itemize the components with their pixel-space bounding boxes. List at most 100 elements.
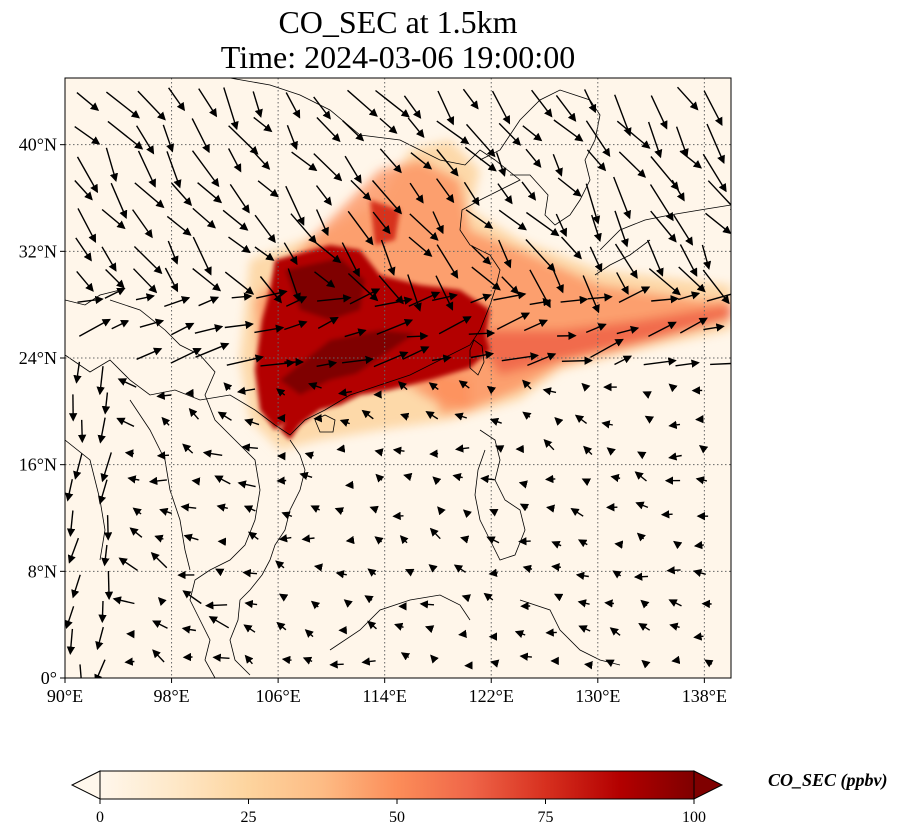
wind-arrow — [436, 178, 455, 204]
wind-arrow — [94, 659, 106, 678]
wind-arrow — [706, 123, 725, 164]
wind-arrow — [76, 92, 100, 111]
colorbar-gradient — [100, 771, 694, 799]
wind-arrow — [614, 94, 632, 137]
wind-arrow — [407, 117, 425, 138]
wind-arrow — [124, 657, 135, 666]
colorbar: 0 25 50 75 100 — [70, 770, 724, 826]
wind-arrow — [229, 184, 250, 214]
wind-arrow — [454, 412, 468, 421]
wind-arrow — [347, 210, 374, 246]
wind-arrow — [254, 214, 276, 244]
wind-arrow — [402, 346, 430, 360]
wind-arrow — [304, 629, 314, 638]
wind-arrow — [222, 209, 249, 231]
wind-arrow — [436, 244, 459, 279]
colorbar-extend-max — [693, 770, 724, 800]
lon-tick-label: 138°E — [682, 686, 727, 706]
wind-arrow — [154, 534, 164, 543]
wind-arrow — [100, 452, 112, 483]
wind-arrow — [117, 378, 137, 388]
wind-arrow — [127, 475, 140, 484]
wind-arrow — [464, 146, 497, 172]
wind-arrow — [202, 449, 223, 458]
lat-tick-label: 24°N — [19, 348, 57, 368]
wind-arrow — [542, 387, 557, 396]
wind-arrow — [212, 653, 230, 662]
wind-arrow — [409, 182, 424, 204]
wind-arrow — [198, 296, 220, 307]
wind-arrow — [317, 294, 352, 303]
wind-arrow — [693, 540, 704, 550]
wind-arrow — [707, 180, 731, 214]
wind-arrow — [581, 382, 591, 392]
wind-arrow — [640, 599, 650, 609]
wind-arrow — [406, 332, 429, 341]
wind-arrow — [666, 566, 681, 575]
lon-tick-label: 114°E — [362, 686, 407, 706]
wind-arrow — [495, 152, 507, 177]
wind-arrow — [287, 268, 301, 302]
wind-arrow — [633, 572, 649, 581]
wind-arrow — [553, 593, 564, 602]
wind-arrow — [679, 244, 698, 277]
colorbar-tick-label: 50 — [389, 809, 405, 826]
wind-arrow — [522, 379, 532, 390]
wind-arrow — [531, 89, 553, 118]
wind-arrow — [97, 417, 106, 444]
wind-arrow — [71, 574, 81, 599]
wind-arrow — [256, 288, 288, 299]
wind-arrow — [461, 594, 471, 603]
wind-arrow — [583, 445, 593, 455]
wind-arrow — [77, 208, 97, 243]
wind-arrow — [575, 571, 589, 580]
wind-arrow — [310, 600, 321, 610]
wind-arrow — [638, 622, 651, 631]
lon-tick-label: 98°E — [153, 686, 189, 706]
wind-arrow — [392, 446, 405, 455]
wind-arrow — [367, 620, 377, 630]
wind-arrow — [215, 568, 225, 577]
wind-arrow — [585, 183, 601, 225]
wind-arrow — [156, 451, 170, 460]
wind-arrow — [429, 527, 441, 540]
wind-arrow — [338, 388, 352, 397]
wind-arrow — [438, 316, 472, 335]
wind-arrow — [361, 409, 374, 420]
wind-arrow — [98, 479, 108, 505]
wind-arrow — [452, 473, 463, 482]
lon-tick-label: 122°E — [469, 686, 514, 706]
wind-arrow — [491, 90, 511, 125]
wind-arrow — [191, 477, 201, 486]
wind-arrow — [316, 117, 341, 143]
wind-arrow — [192, 236, 212, 276]
wind-arrow — [252, 91, 263, 118]
wind-arrow — [137, 150, 156, 188]
wind-arrow — [316, 359, 338, 369]
wind-arrow — [496, 312, 531, 330]
wind-arrow — [159, 507, 173, 516]
wind-arrow — [308, 382, 322, 391]
wind-arrow — [224, 271, 255, 295]
wind-arrow — [168, 87, 186, 112]
wind-arrow — [171, 182, 193, 207]
wind-arrow — [344, 155, 362, 184]
wind-arrow — [375, 473, 385, 483]
wind-arrow — [585, 323, 607, 334]
wind-arrow — [678, 266, 706, 293]
wind-arrow — [281, 511, 293, 520]
wind-arrow — [613, 176, 631, 220]
colorbar-tick-label: 0 — [96, 809, 104, 826]
wind-arrow — [604, 599, 614, 608]
wind-arrow — [247, 531, 259, 540]
wind-arrow — [350, 179, 372, 201]
colorbar-ticks: 0 25 50 75 100 — [96, 799, 706, 826]
wind-arrow — [253, 116, 273, 133]
wind-arrow — [432, 476, 442, 486]
wind-arrow — [105, 147, 118, 182]
wind-arrow — [339, 418, 350, 427]
lat-tick-label: 40°N — [19, 135, 57, 155]
wind-arrow — [525, 211, 560, 237]
wind-arrow — [276, 621, 287, 631]
wind-arrow — [671, 179, 685, 202]
